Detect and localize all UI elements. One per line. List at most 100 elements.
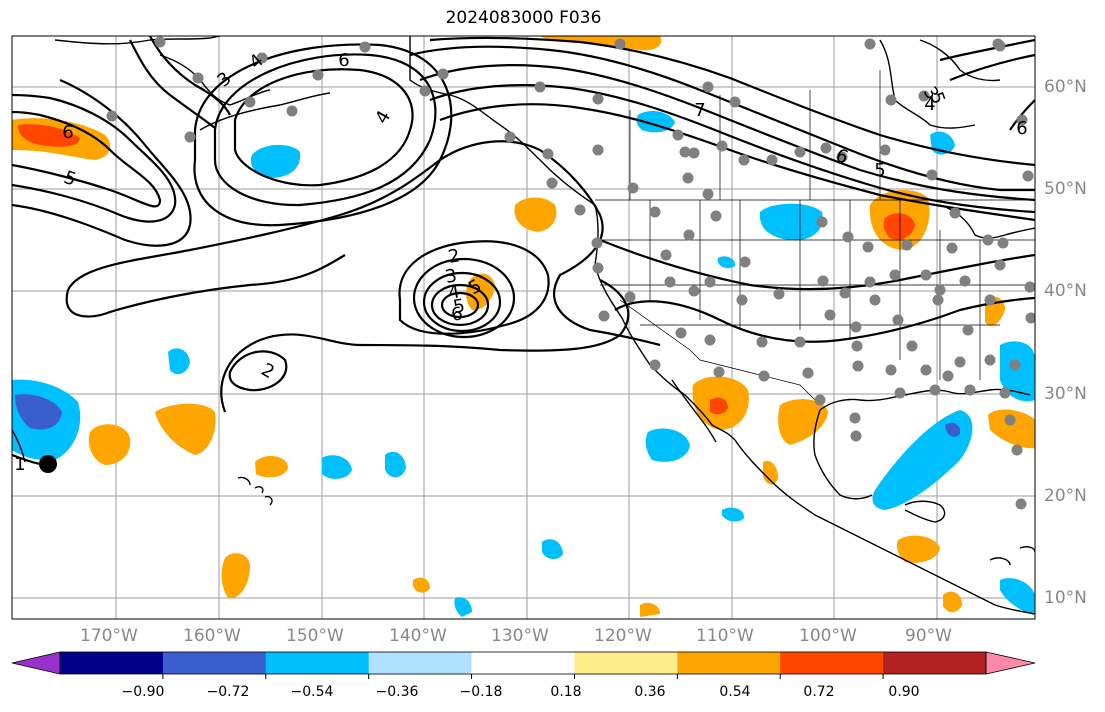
colorbar-tick-label: −0.18	[459, 684, 503, 700]
station-dot	[702, 81, 714, 93]
positive-anomaly-patch	[896, 535, 940, 563]
station-dot	[820, 142, 832, 154]
station-dot	[649, 359, 661, 371]
station-dot	[994, 259, 1006, 271]
station-dot	[312, 69, 324, 81]
station-dot	[592, 144, 604, 156]
colorbar-segment	[368, 652, 473, 674]
station-dot	[682, 172, 694, 184]
station-dot	[664, 276, 676, 288]
station-dot	[419, 85, 431, 97]
station-dot	[942, 370, 954, 382]
station-dot	[710, 210, 722, 222]
station-dot	[852, 360, 864, 372]
contour-label: 6	[338, 50, 349, 71]
colorbar-segment	[60, 652, 164, 674]
station-dot	[713, 366, 725, 378]
colorbar-segment	[265, 652, 370, 674]
station-dot	[688, 285, 700, 297]
station-dot	[839, 287, 851, 299]
lat-label: 50°N	[1044, 179, 1087, 199]
station-dot	[894, 387, 906, 399]
station-dot	[683, 229, 695, 241]
colorbar-tick-label: 0.54	[719, 684, 751, 700]
station-dot	[773, 288, 785, 300]
contour-label: 5	[452, 295, 467, 318]
station-dot	[842, 231, 854, 243]
station-dot	[624, 291, 636, 303]
station-dot	[534, 81, 546, 93]
lon-label: 150°W	[286, 626, 344, 646]
negative-anomaly-patch	[872, 410, 973, 510]
colorbar-extend-max	[985, 651, 1036, 675]
colorbar-frame	[59, 651, 987, 675]
contour-label: 5	[874, 160, 885, 181]
station-dot	[802, 367, 814, 379]
station-dot	[184, 131, 196, 143]
station-dot	[504, 131, 516, 143]
station-dot	[814, 394, 826, 406]
station-dot	[1024, 281, 1035, 293]
strong-negative-anomaly-patch	[15, 394, 62, 430]
negative-anomaly-patch	[718, 256, 736, 269]
lat-label: 10°N	[1044, 588, 1087, 608]
lat-label: 40°N	[1044, 281, 1087, 301]
colorbar	[11, 651, 1036, 679]
station-dot	[885, 364, 897, 376]
station-dot	[736, 294, 748, 306]
positive-anomaly-patch	[540, 36, 662, 51]
station-dot	[286, 105, 298, 117]
station-dot	[934, 284, 946, 296]
station-dot	[869, 294, 881, 306]
lon-label: 120°W	[594, 626, 652, 646]
station-dot	[702, 188, 714, 200]
contour-label: 4	[924, 94, 935, 115]
station-dot	[766, 154, 778, 166]
station-dot	[932, 294, 944, 306]
station-dot	[962, 324, 974, 336]
station-dot	[824, 309, 836, 321]
station-dot	[889, 269, 901, 281]
negative-anomaly-patch	[250, 144, 301, 178]
colorbar-segment	[780, 652, 884, 674]
contour-label: 3	[444, 265, 459, 288]
strong-positive-anomaly-patch	[710, 397, 728, 415]
positive-anomaly-patch	[88, 424, 131, 465]
lon-label: 110°W	[696, 626, 754, 646]
station-dot	[756, 336, 768, 348]
station-dot	[997, 237, 1009, 249]
lon-label: 130°W	[491, 626, 549, 646]
station-dot	[598, 310, 610, 322]
positive-anomaly-patch	[640, 602, 660, 617]
station-dot	[704, 276, 716, 288]
strong-positive-anomaly-patch	[18, 124, 80, 147]
negative-anomaly-patch	[759, 203, 823, 241]
station-dot	[672, 129, 684, 141]
station-dot	[106, 110, 118, 122]
station-dot	[879, 144, 891, 156]
station-dot	[946, 242, 958, 254]
station-dot	[794, 336, 806, 348]
station-dot	[885, 94, 897, 106]
station-dot	[850, 321, 862, 333]
station-dot	[542, 148, 554, 160]
station-dot	[679, 146, 691, 158]
station-dot	[929, 384, 941, 396]
contour-label: 6	[1016, 118, 1027, 139]
station-dot	[154, 36, 166, 48]
station-dot	[954, 356, 966, 368]
station-dot	[850, 430, 862, 442]
station-dot	[849, 412, 861, 424]
negative-anomaly-patch	[1000, 341, 1035, 402]
station-dot	[592, 93, 604, 105]
station-dot	[984, 294, 996, 306]
positive-anomaly-patch	[155, 403, 216, 455]
colorbar-segment	[162, 652, 267, 674]
positive-anomaly-patch	[943, 591, 962, 613]
station-dot	[729, 96, 741, 108]
station-dot	[592, 262, 604, 274]
station-dot	[675, 327, 687, 339]
colorbar-tick-label: 0.72	[803, 684, 835, 700]
negative-anomaly-patch	[454, 597, 472, 617]
lon-label: 170°W	[80, 626, 138, 646]
